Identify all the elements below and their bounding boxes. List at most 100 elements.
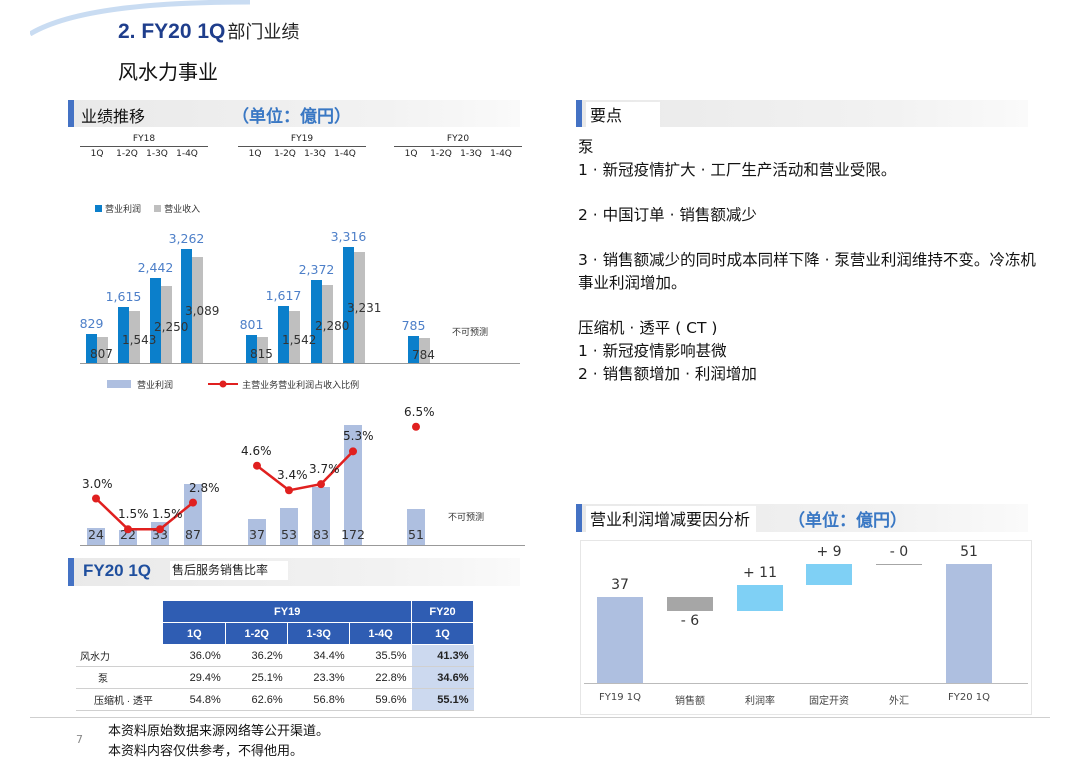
- table-cell: 25.1%: [225, 666, 288, 689]
- bar-revenue-label: 2,250: [154, 319, 189, 334]
- bar-revenue: [97, 336, 108, 363]
- page-number: 7: [76, 733, 83, 746]
- footer-line: 本资料内容仅供参考，不得他用。: [108, 744, 304, 759]
- table-cell: 22.8%: [349, 666, 412, 689]
- legend-swatch-revenue: [154, 205, 162, 212]
- table-cell-highlight: 41.3%: [411, 644, 474, 667]
- quarter-label: 1-4Q: [176, 149, 198, 159]
- table-cell: 35.5%: [349, 644, 412, 667]
- table-cell: 59.6%: [349, 688, 412, 711]
- bar-op-profit-label: 83: [313, 527, 329, 542]
- chart1-baseline: [80, 363, 520, 364]
- ratio-label: 1.5%: [152, 507, 183, 522]
- bar-revenue-label: 807: [90, 347, 113, 362]
- page-title: 2. FY20 1Q 部门业绩: [118, 20, 300, 43]
- waterfall-value-label: - 0: [889, 544, 909, 561]
- footer-divider: [30, 717, 1050, 718]
- section-stripe: [68, 100, 74, 127]
- table-row-label: 风水力: [76, 644, 163, 667]
- waterfall-category-label: 利润率: [745, 696, 775, 707]
- table-cell-highlight: 34.6%: [411, 666, 474, 689]
- bar-op-profit: [87, 528, 105, 545]
- legend-line-ratio: [208, 380, 239, 387]
- table-cell: 34.4%: [287, 644, 350, 667]
- bar-profit-label: 785: [401, 317, 426, 333]
- points-heading-pump: 泵: [578, 138, 594, 156]
- bar-profit-label: 3,262: [168, 231, 205, 246]
- table-corner: [76, 623, 163, 645]
- bar-op-profit-label: 51: [408, 527, 424, 542]
- bar-profit: [118, 306, 129, 363]
- footer-line: 本资料原始数据来源网络等公开渠道。: [108, 724, 330, 739]
- year-group-underline: [238, 146, 366, 147]
- bar-profit-label: 2,442: [137, 259, 174, 275]
- waterfall-bar: [806, 564, 852, 586]
- bar-revenue-label: 3,089: [185, 303, 220, 318]
- chart1-legend: 营业利润 营业收入: [95, 197, 200, 216]
- bar-revenue: [257, 336, 268, 363]
- ratio-label: 6.5%: [404, 404, 435, 419]
- point-item: 2 · 销售额增加 · 利润增加: [578, 365, 757, 383]
- bar-op-profit-label: 53: [281, 527, 297, 542]
- bar-op-profit-label: 22: [120, 527, 136, 542]
- bar-profit-label: 2,372: [298, 262, 335, 278]
- bar-revenue: [322, 285, 333, 363]
- quarter-label: 1-4Q: [334, 149, 356, 159]
- bar-profit: [278, 306, 289, 363]
- bar-revenue: [419, 337, 430, 363]
- quarter-label: 1Q: [248, 149, 262, 159]
- table-cell: 36.0%: [162, 644, 226, 667]
- bar-revenue: [192, 257, 203, 363]
- performance-section-unit: （单位：億円）: [232, 107, 351, 127]
- quarter-label: 1Q: [90, 149, 104, 159]
- chart1-note: 不可预测: [452, 328, 489, 338]
- quarter-label: 1-3Q: [460, 149, 482, 159]
- ratio-point: [253, 461, 261, 470]
- table-column-header: 1Q: [411, 622, 474, 645]
- waterfall-bar: [876, 564, 922, 566]
- bar-op-profit: [280, 508, 298, 545]
- waterfall-frame: [580, 540, 1032, 715]
- bar-profit-label: 1,617: [265, 288, 302, 304]
- point-gap: [578, 182, 1038, 204]
- ratio-label: 3.4%: [277, 468, 308, 483]
- table-row-label: 泵: [76, 666, 163, 689]
- year-group-label: FY19: [290, 134, 314, 144]
- bar-op-profit-label: 33: [152, 527, 168, 542]
- bar-profit: [311, 280, 322, 363]
- table-cell: 62.6%: [225, 688, 288, 711]
- bar-revenue-label: 2,280: [315, 319, 350, 334]
- legend-label-ratio: 主营业务营业利润占收入比例: [242, 381, 360, 391]
- bar-revenue: [289, 311, 300, 363]
- waterfall-bar: [667, 596, 713, 611]
- table-group-header-fy20: FY20: [411, 600, 474, 623]
- ratio-label: 2.8%: [189, 480, 220, 495]
- bar-profit: [408, 335, 419, 363]
- bar-profit: [246, 335, 257, 363]
- point-item: 3 · 销售额减少的同时成本同样下降 · 泵营业利润维持不变。冷冻机事业利润增加…: [578, 251, 1036, 292]
- ratio-label: 1.5%: [118, 507, 149, 522]
- waterfall-value-label: + 11: [743, 565, 777, 582]
- table-row: 压缩机 · 透平 54.8% 62.6% 56.8% 59.6% 55.1%: [76, 688, 474, 711]
- waterfall-category-label: 固定开资: [809, 696, 849, 707]
- point-item: 1 · 新冠疫情扩大 · 工厂生产活动和营业受限。: [578, 161, 897, 179]
- bar-profit-label: 801: [239, 317, 264, 332]
- bar-profit: [150, 277, 161, 363]
- performance-section-header: 业绩推移 （单位：億円）: [68, 100, 520, 127]
- waterfall-value-label: 37: [611, 576, 629, 593]
- points-section-header: 要点: [576, 100, 1028, 128]
- bar-op-profit: [407, 509, 425, 545]
- waterfall-bar: [597, 596, 643, 683]
- table-cell-highlight: 55.1%: [411, 688, 474, 711]
- point-gap: [578, 227, 1038, 249]
- legend-label-revenue: 营业收入: [164, 205, 201, 215]
- chart2-legend: 营业利润 主营业务营业利润占收入比例: [107, 373, 359, 392]
- waterfall-category-label: FY20 1Q: [948, 692, 990, 703]
- bar-revenue: [129, 311, 140, 363]
- bar-op-profit: [248, 519, 266, 545]
- bar-op-profit-label: 37: [249, 527, 265, 542]
- waterfall-value-label: - 6: [680, 612, 700, 629]
- bar-revenue-label: 784: [412, 347, 435, 362]
- bar-revenue-label: 815: [250, 347, 273, 362]
- page-subtitle: 风水力事业: [118, 60, 218, 84]
